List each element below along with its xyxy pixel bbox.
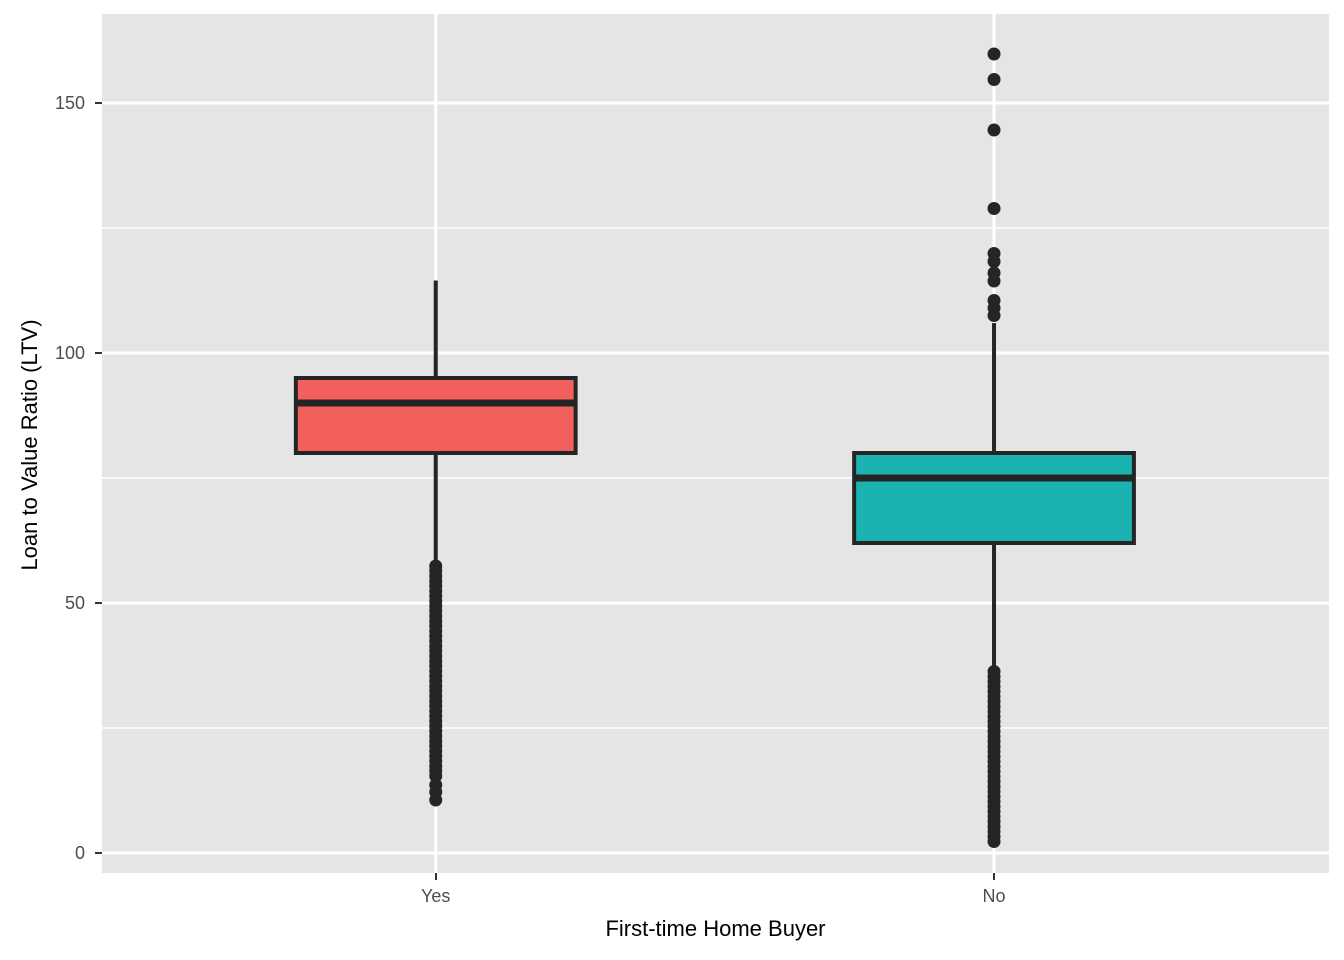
x-tick-label-no: No (982, 886, 1006, 906)
x-tick-label-yes: Yes (421, 886, 451, 906)
y-tick-mark (95, 352, 102, 354)
box-no (852, 451, 1136, 545)
outlier-point-no (987, 309, 1001, 322)
y-tick-label-100: 100 (54, 343, 85, 363)
box-yes (293, 376, 578, 455)
y-tick-mark (95, 102, 102, 104)
panel-background (102, 14, 1329, 873)
y-tick-label-50: 50 (64, 593, 85, 613)
outlier-point-no (987, 835, 1001, 848)
y-tick-mark (95, 852, 102, 854)
outlier-point-no (987, 274, 1001, 288)
y-tick-label-150: 150 (54, 93, 85, 113)
y-axis-title: Loan to Value Ratio (LTV) (17, 319, 42, 571)
x-axis-title: First-time Home Buyer (605, 916, 826, 941)
outlier-point-no (987, 73, 1001, 86)
x-tick-mark (434, 873, 437, 880)
outlier-point-no (987, 202, 1001, 215)
plot-panel (102, 14, 1329, 873)
outlier-point-yes (429, 793, 443, 807)
outlier-point-yes (429, 769, 443, 783)
y-tick-label-0: 0 (74, 843, 85, 863)
outlier-point-no (987, 255, 1001, 268)
y-tick-mark (95, 602, 102, 604)
x-tick-mark (993, 873, 996, 880)
outlier-point-no (987, 123, 1001, 137)
outlier-point-no (987, 47, 1001, 61)
